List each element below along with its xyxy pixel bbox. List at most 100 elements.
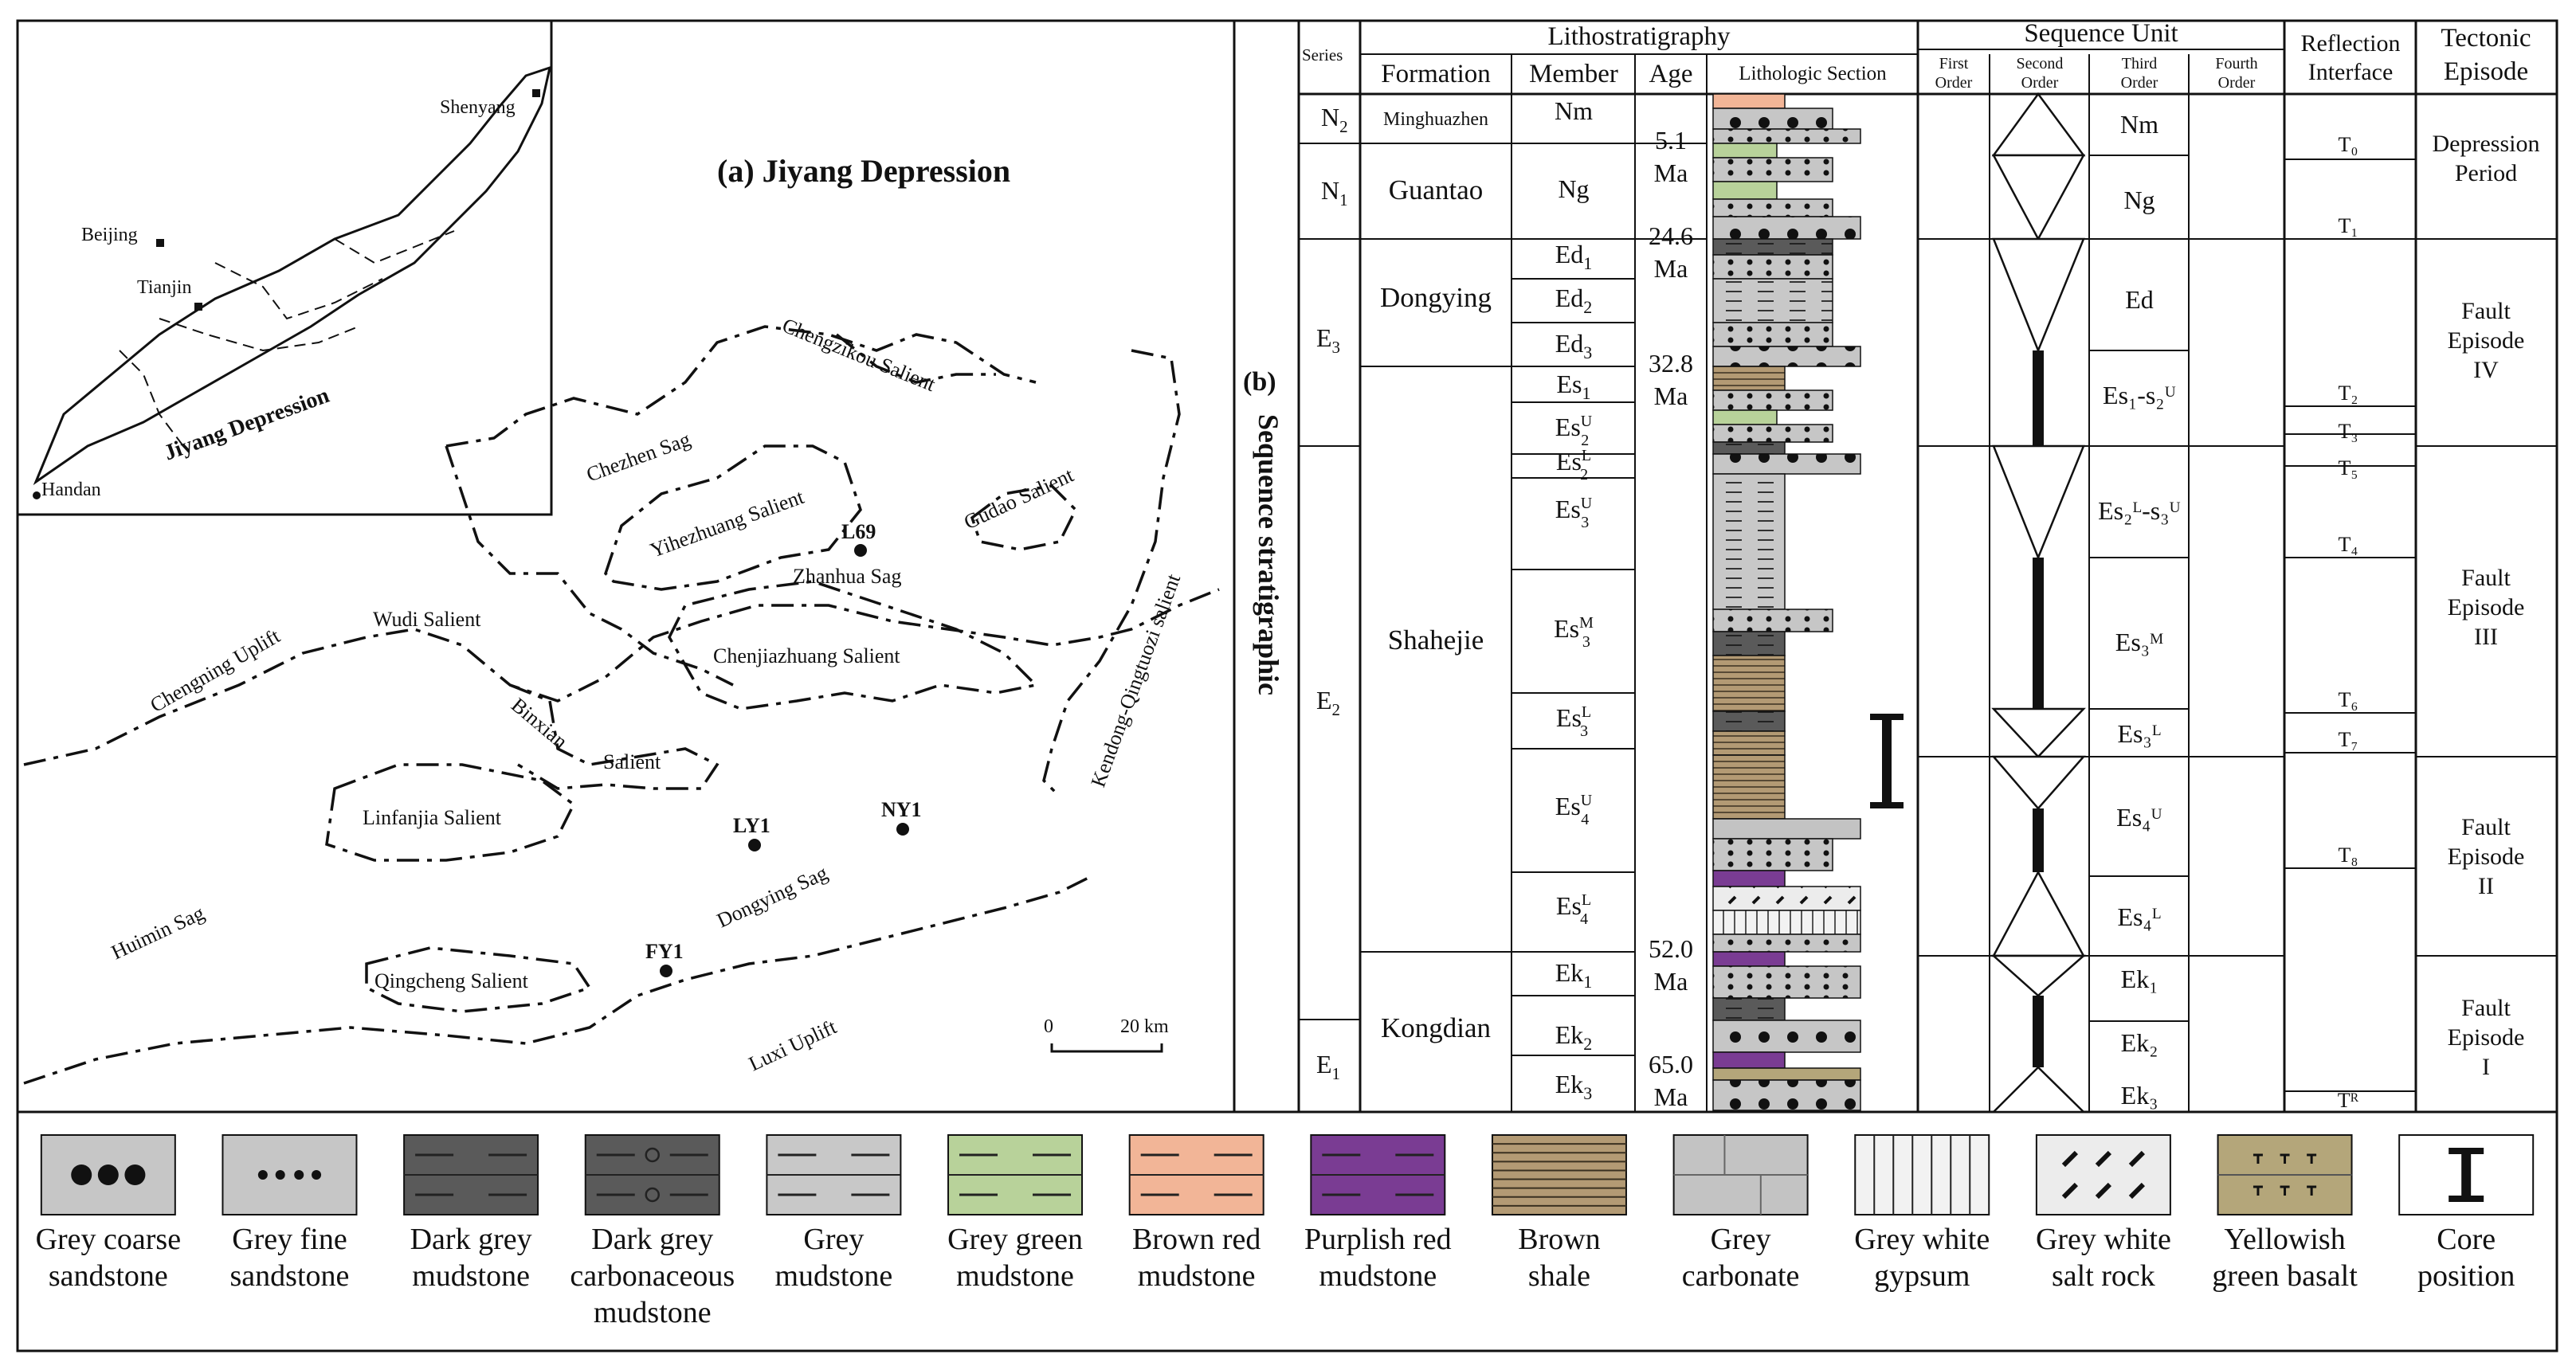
inset-outline — [33, 65, 552, 486]
well-label: FY1 — [645, 940, 684, 963]
legend-label: position — [2417, 1259, 2515, 1293]
well-label: L69 — [841, 520, 876, 543]
member-label: EsU 2 — [1555, 413, 1593, 449]
fault-boundary — [23, 588, 1220, 766]
formation-label: Minghuazhen — [1383, 109, 1488, 130]
tectonic-label: Episode — [2448, 327, 2525, 354]
sequence-triangle — [1991, 755, 2086, 810]
member-label: Ek1 — [1555, 958, 1593, 992]
map-label: Yihezhuang Salient — [647, 485, 807, 562]
legend-swatch — [1672, 1134, 1809, 1215]
reflection-label: T₄ — [2339, 533, 2358, 556]
header-second-order: Order — [2021, 74, 2059, 92]
header-formation: Formation — [1381, 60, 1491, 88]
panel-label-b: (b) — [1243, 367, 1276, 397]
legend-label: Core — [2437, 1223, 2496, 1256]
formation-label: Dongying — [1380, 282, 1492, 313]
fault-boundary — [23, 875, 1092, 1085]
third-order-label: Ed — [2125, 285, 2154, 314]
formation-label: Shahejie — [1388, 624, 1484, 656]
reflection-label: T₆ — [2339, 688, 2358, 711]
member-label: Ed2 — [1555, 284, 1593, 317]
city-shenyang: Shenyang — [440, 97, 516, 118]
scale-bar — [1050, 1043, 1163, 1053]
header-reflection: Interface — [2308, 59, 2394, 85]
sequence-triangle — [1990, 1066, 2087, 1114]
legend-swatch — [947, 1134, 1084, 1215]
legend-swatch — [766, 1134, 902, 1215]
linfanjia-salient — [325, 763, 576, 862]
fault-boundary — [445, 325, 1037, 448]
member-label: Ek2 — [1555, 1020, 1593, 1054]
member-label: Es1 — [1557, 370, 1591, 403]
tectonic-label: Fault — [2461, 814, 2511, 840]
age-value: 65.0 — [1649, 1050, 1693, 1078]
tectonic-label: II — [2478, 873, 2494, 899]
legend-swatch — [2398, 1134, 2535, 1215]
inset-boundary — [119, 350, 184, 447]
city-handan: Handan — [41, 480, 101, 500]
well-marker — [854, 544, 867, 557]
third-order-label: Es₃ᴸ — [2117, 719, 2161, 748]
sequence-triangle — [1992, 444, 2085, 561]
series-label: N1 — [1321, 176, 1348, 209]
reflection-label: T₅ — [2339, 456, 2358, 480]
legend-label: mudstone — [1138, 1259, 1256, 1293]
header-second-order: Second — [2017, 55, 2064, 72]
well-marker — [896, 823, 909, 836]
tectonic-label: Fault — [2461, 995, 2511, 1021]
age-value: 52.0 — [1649, 934, 1693, 963]
legend-label: Yellowish — [2224, 1223, 2345, 1256]
tectonic-label: Episode — [2448, 594, 2525, 620]
legend-swatch — [2035, 1134, 2171, 1215]
reflection-label: T₂ — [2339, 382, 2358, 405]
member-label: EsL 3 — [1556, 703, 1591, 740]
chenjiazhuang-salient — [668, 580, 1039, 710]
map-label: Chezhen Sag — [583, 428, 693, 487]
legend-label: Brown red — [1132, 1223, 1261, 1256]
city-marker — [156, 239, 164, 247]
legend-label: mudstone — [412, 1259, 530, 1293]
legend-label: Purplish red — [1304, 1223, 1452, 1256]
map-label: Qingcheng Salient — [374, 969, 529, 992]
core-position-marker — [1870, 714, 1904, 720]
map-label: Huimin Sag — [108, 901, 208, 964]
binxian-salient — [509, 683, 719, 790]
map-label: Chengning Uplift — [147, 624, 284, 717]
map-label: Salient — [603, 750, 661, 773]
member-label: EsL 4 — [1556, 891, 1591, 928]
reflection-label: T₈ — [2339, 844, 2358, 867]
tectonic-label: Fault — [2461, 298, 2511, 324]
inset-boundary — [159, 318, 359, 352]
map-label: Chenjiazhuang Salient — [713, 644, 900, 667]
header-fourth-order: Order — [2218, 74, 2256, 92]
header-first-order: Order — [1935, 74, 1973, 92]
legend-swatch — [40, 1134, 176, 1215]
age-unit: Ma — [1654, 1082, 1688, 1111]
tectonic-label: IV — [2473, 357, 2499, 383]
map-label: Chengzikou Salient — [779, 314, 939, 397]
third-order-label: Es₂ᴸ-s₃ᵁ — [2098, 496, 2181, 525]
legend-label: carbonaceous — [570, 1259, 735, 1293]
legend-label: gypsum — [1874, 1259, 1970, 1293]
legend-label: sandstone — [230, 1259, 350, 1293]
formation-label: Guantao — [1389, 174, 1484, 206]
legend-swatch — [2217, 1134, 2353, 1215]
reflection-label: T₃ — [2339, 420, 2358, 443]
series-label: E2 — [1316, 686, 1340, 719]
city-tianjin: Tianjin — [137, 277, 191, 298]
member-label: Ek3 — [1555, 1070, 1593, 1103]
tectonic-label: Fault — [2461, 565, 2511, 591]
legend-label: Grey — [1711, 1223, 1771, 1256]
reflection-label: T₇ — [2339, 728, 2358, 751]
